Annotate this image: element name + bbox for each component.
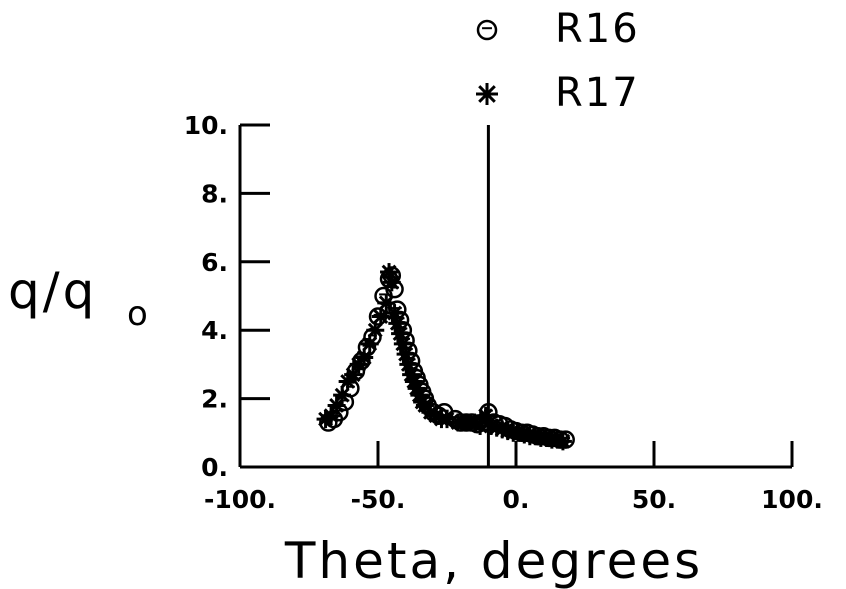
- y-ticks: 0. 2. 4. 6. 8. 10.: [184, 111, 270, 482]
- x-axis-title: Theta, degrees: [284, 532, 703, 589]
- legend-label-r17: R17: [555, 70, 640, 116]
- point-r17: [333, 386, 352, 405]
- y-axis-title-subscript: o: [127, 294, 151, 334]
- legend-marker-r17: [476, 83, 498, 105]
- point-r17: [360, 334, 379, 353]
- legend-asterisk-marker: [476, 83, 498, 105]
- data-points: [316, 263, 575, 451]
- x-ticks: -100. -50. 0. 50. 100.: [204, 441, 823, 514]
- x-tick-label: -100.: [204, 485, 276, 514]
- legend: R16 R17: [476, 6, 640, 116]
- y-tick-label: 2.: [201, 385, 228, 414]
- point-r17: [366, 321, 385, 340]
- point-r17: [382, 273, 401, 292]
- y-tick-label: 4.: [201, 316, 228, 345]
- x-tick-label: -50.: [351, 485, 406, 514]
- legend-marker-r16: [476, 19, 498, 41]
- y-tick-label: 6.: [201, 248, 228, 277]
- x-tick-label: 0.: [503, 485, 530, 514]
- y-tick-label: 8.: [201, 179, 228, 208]
- point-r17: [355, 348, 374, 367]
- legend-circle-marker: [476, 19, 498, 41]
- y-tick-label: 0.: [201, 453, 228, 482]
- y-tick-label: 10.: [184, 111, 228, 140]
- point-r17: [553, 432, 572, 451]
- y-axis-title: q/q: [8, 262, 97, 320]
- x-tick-label: 50.: [632, 485, 676, 514]
- x-tick-label: 100.: [761, 485, 823, 514]
- legend-label-r16: R16: [555, 6, 640, 52]
- point-r17: [404, 372, 423, 391]
- point-r17: [371, 307, 390, 326]
